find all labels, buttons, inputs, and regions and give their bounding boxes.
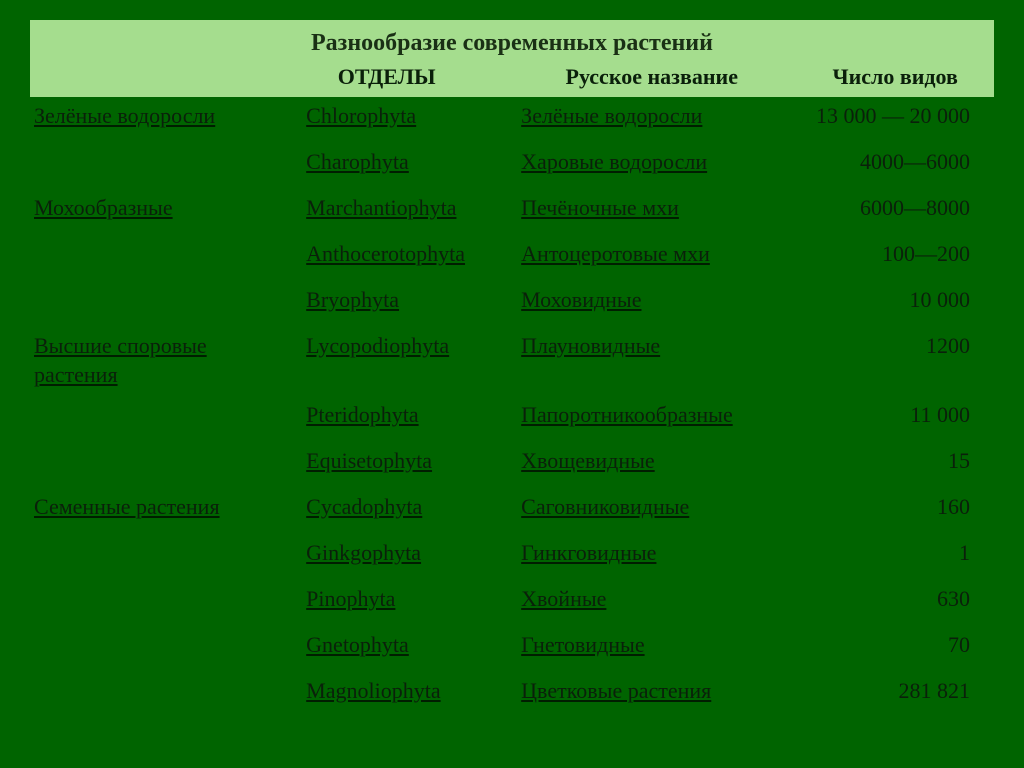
latin-link[interactable]: Ginkgophyta (306, 540, 421, 565)
header-russian-name: Русское название (507, 63, 796, 91)
latin-link[interactable]: Pinophyta (306, 586, 395, 611)
russian-link[interactable]: Гнетовидные (521, 632, 644, 657)
latin-cell: Lycopodiophyta (266, 331, 507, 361)
count-cell: 70 (796, 630, 994, 660)
russian-link[interactable]: Харовые водоросли (521, 149, 707, 174)
latin-link[interactable]: Anthocerotophyta (306, 241, 465, 266)
russian-cell: Печёночные мхи (507, 193, 796, 223)
russian-link[interactable]: Моховидные (521, 287, 641, 312)
russian-cell: Моховидные (507, 285, 796, 315)
latin-link[interactable]: Charophyta (306, 149, 409, 174)
russian-cell: Антоцеротовые мхи (507, 239, 796, 269)
russian-cell: Зелёные водоросли (507, 101, 796, 131)
russian-link[interactable]: Хвощевидные (521, 448, 655, 473)
table-body: Зелёные водоросли Chlorophyta Зелёные водо… (30, 97, 994, 718)
group-cell: Зелёные водоросли (30, 101, 266, 131)
latin-cell: Marchantiophyta (266, 193, 507, 223)
table-row: Зелёные водоросли Chlorophyta Зелёные водо… (30, 97, 994, 143)
count-cell: 11 000 (796, 400, 994, 430)
russian-link[interactable]: Хвойные (521, 586, 606, 611)
latin-cell: Pinophyta (266, 584, 507, 614)
latin-link[interactable]: Marchantiophyta (306, 195, 456, 220)
count-cell: 630 (796, 584, 994, 614)
latin-link[interactable]: Cycadophyta (306, 494, 422, 519)
count-cell: 1200 (796, 331, 994, 361)
table-panel: Разнообразие современных растений ОТДЕЛЫ… (30, 20, 994, 718)
count-cell: 281 821 (796, 676, 994, 706)
latin-link[interactable]: Equisetophyta (306, 448, 432, 473)
table-row: Gnetophyta Гнетовидные 70 (30, 626, 994, 672)
russian-link[interactable]: Плауновидные (521, 333, 660, 358)
latin-cell: Magnoliophyta (266, 676, 507, 706)
group-link[interactable]: Семенные растения (34, 494, 220, 519)
count-cell: 15 (796, 446, 994, 476)
latin-cell: Anthocerotophyta (266, 239, 507, 269)
header-divisions-label[interactable]: ОТДЕЛЫ (266, 63, 507, 91)
latin-link[interactable]: Magnoliophyta (306, 678, 440, 703)
group-cell: Мохообразные (30, 193, 266, 223)
count-cell: 100—200 (796, 239, 994, 269)
russian-cell: Харовые водоросли (507, 147, 796, 177)
table-row: Мохообразные Marchantiophyta Печёночные мх… (30, 189, 994, 235)
group-link[interactable]: Мохообразные (34, 195, 173, 220)
latin-cell: Charophyta (266, 147, 507, 177)
table-row: Ginkgophyta Гинкговидные 1 (30, 534, 994, 580)
russian-link[interactable]: Папоротникообразные (521, 402, 733, 427)
latin-cell: Gnetophyta (266, 630, 507, 660)
russian-cell: Цветковые растения (507, 676, 796, 706)
table-row: Высшие споровые растения Lycopodiophyta Пл… (30, 327, 994, 396)
russian-cell: Хвощевидные (507, 446, 796, 476)
russian-cell: Плауновидные (507, 331, 796, 361)
russian-link[interactable]: Цветковые растения (521, 678, 711, 703)
count-cell: 4000—6000 (796, 147, 994, 177)
russian-link[interactable]: Зелёные водоросли (521, 103, 702, 128)
count-cell: 10 000 (796, 285, 994, 315)
latin-cell: Equisetophyta (266, 446, 507, 476)
table-header: Разнообразие современных растений ОТДЕЛЫ… (30, 20, 994, 97)
count-cell: 160 (796, 492, 994, 522)
latin-link[interactable]: Bryophyta (306, 287, 399, 312)
count-cell: 1 (796, 538, 994, 568)
header-species-count: Число видов (796, 63, 994, 91)
table-row: Семенные растения Cycadophyta Саговниковид… (30, 488, 994, 534)
table-row: Bryophyta Моховидные 10 000 (30, 281, 994, 327)
group-link[interactable]: Зелёные водоросли (34, 103, 215, 128)
slide-container: Разнообразие современных растений ОТДЕЛЫ… (0, 0, 1024, 768)
table-title: Разнообразие современных растений (30, 30, 994, 63)
russian-cell: Гнетовидные (507, 630, 796, 660)
group-cell: Семенные растения (30, 492, 266, 522)
russian-link[interactable]: Антоцеротовые мхи (521, 241, 710, 266)
group-link[interactable]: Высшие споровые растения (34, 333, 207, 388)
russian-cell: Папоротникообразные (507, 400, 796, 430)
russian-cell: Гинкговидные (507, 538, 796, 568)
group-cell: Высшие споровые растения (30, 331, 266, 390)
latin-cell: Chlorophyta (266, 101, 507, 131)
latin-cell: Pteridophyta (266, 400, 507, 430)
latin-link[interactable]: Pteridophyta (306, 402, 418, 427)
table-row: Equisetophyta Хвощевидные 15 (30, 442, 994, 488)
russian-link[interactable]: Гинкговидные (521, 540, 656, 565)
latin-link[interactable]: Lycopodiophyta (306, 333, 449, 358)
latin-link[interactable]: Chlorophyta (306, 103, 416, 128)
latin-cell: Ginkgophyta (266, 538, 507, 568)
column-headers-row: ОТДЕЛЫ Русское название Число видов (30, 63, 994, 91)
count-cell: 6000—8000 (796, 193, 994, 223)
russian-link[interactable]: Печёночные мхи (521, 195, 679, 220)
table-row: Charophyta Харовые водоросли 4000—6000 (30, 143, 994, 189)
table-row: Anthocerotophyta Антоцеротовые мхи 100—200 (30, 235, 994, 281)
russian-cell: Саговниковидные (507, 492, 796, 522)
latin-cell: Bryophyta (266, 285, 507, 315)
table-row: Magnoliophyta Цветковые растения 281 821 (30, 672, 994, 718)
latin-link[interactable]: Gnetophyta (306, 632, 409, 657)
count-cell: 13 000 — 20 000 (796, 101, 994, 131)
russian-cell: Хвойные (507, 584, 796, 614)
table-row: Pinophyta Хвойные 630 (30, 580, 994, 626)
table-row: Pteridophyta Папоротникообразные 11 000 (30, 396, 994, 442)
latin-cell: Cycadophyta (266, 492, 507, 522)
russian-link[interactable]: Саговниковидные (521, 494, 689, 519)
